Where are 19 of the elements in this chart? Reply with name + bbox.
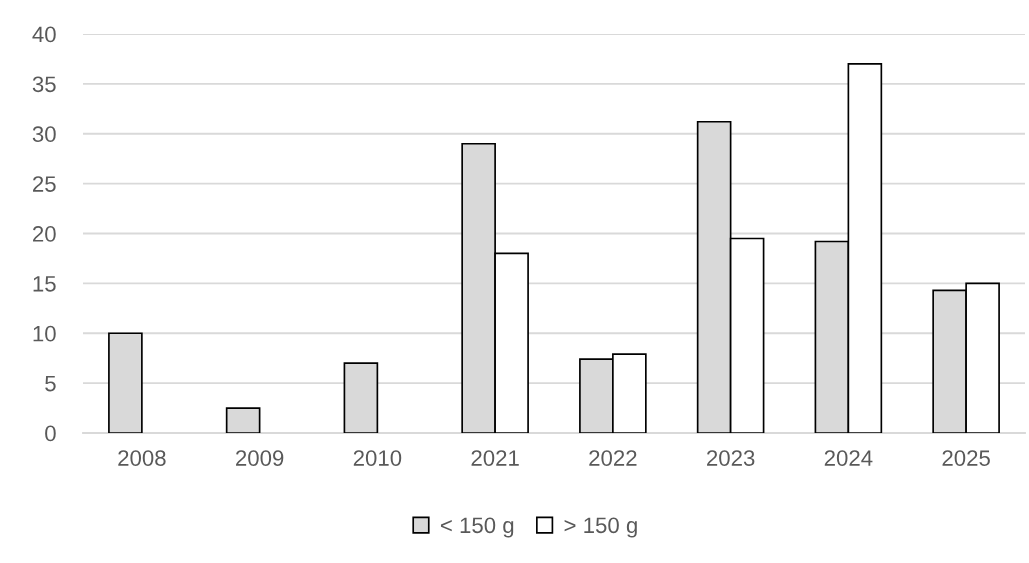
y-tick-label: 15 xyxy=(33,276,56,292)
y-tick-label: 30 xyxy=(32,126,56,143)
y-tick-label: 20 xyxy=(33,226,56,242)
x-tick-label: 2010 xyxy=(353,450,402,466)
y-tick-label: 40 xyxy=(32,26,56,43)
y-tick-label: 10 xyxy=(33,325,56,342)
x-tick-label: 2025 xyxy=(942,450,990,466)
y-tick-label: 25 xyxy=(33,176,56,192)
y-tick-label: 35 xyxy=(32,76,56,93)
legend-label: < 150 g xyxy=(440,517,514,538)
x-tick-label: 2008 xyxy=(118,450,166,466)
x-tick-label: 2021 xyxy=(471,450,519,466)
x-tick-label: 2023 xyxy=(707,450,755,466)
legend-label: > 150 g xyxy=(564,517,637,538)
x-tick-label: 2022 xyxy=(589,450,637,466)
y-tick-label: 0 xyxy=(45,425,56,442)
y-tick-label: 5 xyxy=(45,375,56,392)
x-tick-label: 2024 xyxy=(824,450,873,466)
x-tick-label: 2009 xyxy=(236,450,284,466)
